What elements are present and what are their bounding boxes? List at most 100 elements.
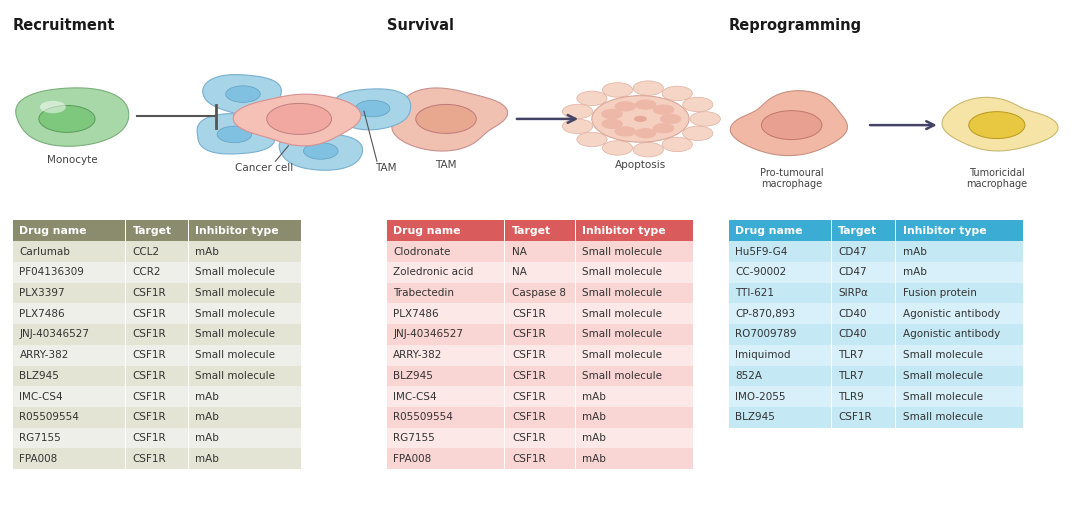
Text: Small molecule: Small molecule: [582, 350, 662, 360]
Text: Small molecule: Small molecule: [195, 350, 275, 360]
Text: CSF1R: CSF1R: [512, 371, 545, 381]
Bar: [189, 241, 301, 262]
Text: mAb: mAb: [195, 412, 219, 422]
Circle shape: [39, 105, 95, 132]
Text: TLR7: TLR7: [838, 350, 864, 360]
Text: Small molecule: Small molecule: [195, 371, 275, 381]
Polygon shape: [730, 90, 848, 156]
Bar: [387, 241, 504, 262]
Text: Small molecule: Small molecule: [582, 267, 662, 278]
Bar: [896, 386, 1023, 407]
Bar: [126, 262, 188, 283]
Polygon shape: [279, 132, 363, 170]
Circle shape: [635, 128, 657, 139]
Bar: [126, 386, 188, 407]
Text: CSF1R: CSF1R: [133, 412, 166, 422]
Text: Target: Target: [838, 225, 877, 236]
Bar: [896, 324, 1023, 345]
Text: CSF1R: CSF1R: [133, 391, 166, 402]
Text: mAb: mAb: [195, 247, 219, 257]
Text: RG7155: RG7155: [393, 433, 435, 443]
Bar: [576, 324, 693, 345]
Circle shape: [633, 81, 663, 95]
Bar: [126, 448, 188, 469]
Text: mAb: mAb: [582, 412, 606, 422]
Bar: [729, 241, 831, 262]
Text: TAM: TAM: [375, 163, 396, 173]
Text: R05509554: R05509554: [19, 412, 79, 422]
Circle shape: [969, 112, 1025, 139]
Text: Fusion protein: Fusion protein: [903, 288, 976, 298]
Text: Recruitment: Recruitment: [13, 18, 116, 33]
Circle shape: [416, 104, 476, 133]
Text: Small molecule: Small molecule: [582, 288, 662, 298]
Bar: [505, 220, 575, 241]
Bar: [387, 262, 504, 283]
Bar: [189, 428, 301, 448]
Circle shape: [683, 126, 713, 141]
Text: CSF1R: CSF1R: [512, 309, 545, 319]
Text: BLZ945: BLZ945: [735, 412, 775, 422]
Circle shape: [633, 143, 663, 157]
Text: Small molecule: Small molecule: [582, 247, 662, 257]
Bar: [505, 262, 575, 283]
Bar: [189, 366, 301, 386]
Bar: [13, 283, 125, 303]
Text: CSF1R: CSF1R: [133, 371, 166, 381]
Bar: [576, 283, 693, 303]
Circle shape: [577, 132, 607, 147]
Text: Inhibitor type: Inhibitor type: [195, 225, 279, 236]
Text: CSF1R: CSF1R: [512, 329, 545, 340]
Bar: [896, 345, 1023, 366]
Circle shape: [603, 141, 633, 155]
Circle shape: [660, 114, 681, 124]
Text: Small molecule: Small molecule: [582, 309, 662, 319]
Bar: [387, 283, 504, 303]
Circle shape: [662, 137, 692, 151]
Text: Reprogramming: Reprogramming: [729, 18, 862, 33]
Circle shape: [226, 86, 260, 102]
Circle shape: [634, 116, 647, 122]
Text: Small molecule: Small molecule: [195, 267, 275, 278]
Text: Agonistic antibody: Agonistic antibody: [903, 329, 1000, 340]
Text: IMC-CS4: IMC-CS4: [393, 391, 436, 402]
Bar: [387, 220, 504, 241]
Circle shape: [635, 99, 657, 110]
Bar: [189, 448, 301, 469]
Text: Inhibitor type: Inhibitor type: [903, 225, 986, 236]
Bar: [189, 283, 301, 303]
Bar: [126, 428, 188, 448]
Text: PLX7486: PLX7486: [393, 309, 438, 319]
Text: Survival: Survival: [387, 18, 454, 33]
Bar: [13, 366, 125, 386]
Text: Small molecule: Small molecule: [903, 350, 983, 360]
Text: CP-870,893: CP-870,893: [735, 309, 796, 319]
Bar: [387, 345, 504, 366]
Text: CSF1R: CSF1R: [512, 412, 545, 422]
Text: CC-90002: CC-90002: [735, 267, 786, 278]
Bar: [387, 386, 504, 407]
Bar: [832, 324, 895, 345]
Bar: [505, 448, 575, 469]
Text: BLZ945: BLZ945: [19, 371, 59, 381]
Circle shape: [217, 126, 252, 143]
Text: Small molecule: Small molecule: [903, 391, 983, 402]
Text: TTI-621: TTI-621: [735, 288, 774, 298]
Circle shape: [267, 103, 332, 134]
Text: IMO-2055: IMO-2055: [735, 391, 786, 402]
Bar: [832, 262, 895, 283]
Circle shape: [577, 91, 607, 105]
Bar: [832, 303, 895, 324]
Bar: [576, 428, 693, 448]
Circle shape: [662, 86, 692, 101]
Text: mAb: mAb: [903, 247, 927, 257]
Bar: [729, 220, 831, 241]
Bar: [126, 366, 188, 386]
Text: Small molecule: Small molecule: [903, 371, 983, 381]
Text: mAb: mAb: [903, 267, 927, 278]
Text: RG7155: RG7155: [19, 433, 62, 443]
Bar: [576, 262, 693, 283]
Bar: [126, 241, 188, 262]
Text: RO7009789: RO7009789: [735, 329, 797, 340]
Text: Small molecule: Small molecule: [903, 412, 983, 422]
